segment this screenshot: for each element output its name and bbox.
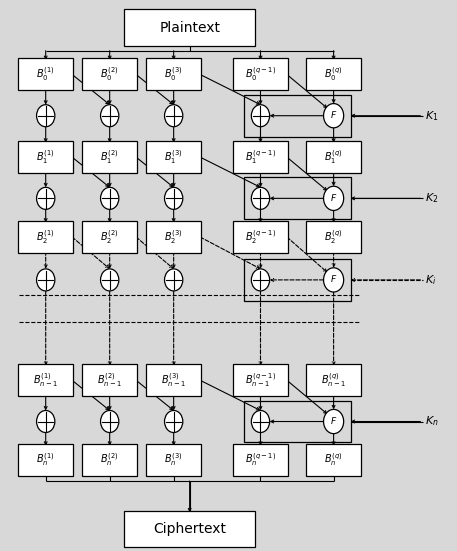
FancyBboxPatch shape — [233, 58, 288, 90]
FancyBboxPatch shape — [18, 221, 73, 253]
FancyBboxPatch shape — [82, 444, 137, 476]
Text: $B_2^{(2)}$: $B_2^{(2)}$ — [101, 228, 119, 246]
Circle shape — [324, 186, 344, 210]
Circle shape — [251, 269, 270, 291]
Circle shape — [251, 410, 270, 433]
Circle shape — [37, 410, 55, 433]
FancyBboxPatch shape — [146, 221, 201, 253]
Text: $B_{n-1}^{(q)}$: $B_{n-1}^{(q)}$ — [321, 371, 346, 389]
Text: F: F — [331, 417, 336, 426]
FancyBboxPatch shape — [146, 444, 201, 476]
FancyBboxPatch shape — [82, 141, 137, 173]
Text: $B_{n-1}^{(3)}$: $B_{n-1}^{(3)}$ — [161, 371, 186, 389]
Text: $B_1^{(q)}$: $B_1^{(q)}$ — [324, 148, 343, 166]
Text: $B_0^{(1)}$: $B_0^{(1)}$ — [37, 66, 55, 83]
Circle shape — [251, 105, 270, 127]
Text: $B_0^{(3)}$: $B_0^{(3)}$ — [165, 66, 183, 83]
Circle shape — [165, 187, 183, 209]
Text: $B_1^{(1)}$: $B_1^{(1)}$ — [37, 148, 55, 166]
Text: $B_{n-1}^{(q-1)}$: $B_{n-1}^{(q-1)}$ — [245, 371, 276, 389]
Circle shape — [37, 269, 55, 291]
Text: $B_n^{(1)}$: $B_n^{(1)}$ — [37, 452, 55, 468]
Text: $B_2^{(q-1)}$: $B_2^{(q-1)}$ — [245, 228, 276, 246]
Text: $B_1^{(2)}$: $B_1^{(2)}$ — [101, 148, 119, 166]
Text: $B_0^{(q-1)}$: $B_0^{(q-1)}$ — [245, 66, 276, 83]
FancyBboxPatch shape — [233, 141, 288, 173]
Text: $K_n$: $K_n$ — [425, 414, 439, 429]
Circle shape — [101, 187, 119, 209]
Circle shape — [165, 269, 183, 291]
Circle shape — [37, 187, 55, 209]
Bar — [244, 177, 351, 219]
FancyBboxPatch shape — [146, 364, 201, 396]
Text: $B_2^{(q)}$: $B_2^{(q)}$ — [324, 228, 343, 246]
Circle shape — [324, 409, 344, 434]
Text: $B_n^{(3)}$: $B_n^{(3)}$ — [165, 452, 183, 468]
Text: $B_0^{(2)}$: $B_0^{(2)}$ — [101, 66, 119, 83]
FancyBboxPatch shape — [82, 221, 137, 253]
FancyBboxPatch shape — [18, 444, 73, 476]
Text: $K_i$: $K_i$ — [425, 273, 436, 287]
Circle shape — [251, 187, 270, 209]
Circle shape — [101, 105, 119, 127]
Circle shape — [101, 269, 119, 291]
FancyBboxPatch shape — [124, 511, 255, 547]
Circle shape — [324, 104, 344, 128]
FancyBboxPatch shape — [233, 444, 288, 476]
Text: $B_{n-1}^{(2)}$: $B_{n-1}^{(2)}$ — [97, 371, 122, 389]
Text: $K_1$: $K_1$ — [425, 109, 439, 123]
Text: $B_1^{(q-1)}$: $B_1^{(q-1)}$ — [245, 148, 276, 166]
Text: $K_2$: $K_2$ — [425, 191, 438, 206]
FancyBboxPatch shape — [306, 141, 361, 173]
Text: F: F — [331, 276, 336, 284]
FancyBboxPatch shape — [306, 444, 361, 476]
FancyBboxPatch shape — [82, 364, 137, 396]
Text: F: F — [331, 194, 336, 203]
Text: $B_2^{(1)}$: $B_2^{(1)}$ — [37, 228, 55, 246]
Text: Plaintext: Plaintext — [159, 20, 220, 35]
FancyBboxPatch shape — [146, 58, 201, 90]
Text: Ciphertext: Ciphertext — [153, 522, 226, 536]
Text: $B_1^{(3)}$: $B_1^{(3)}$ — [165, 148, 183, 166]
Text: $B_n^{(2)}$: $B_n^{(2)}$ — [101, 452, 119, 468]
FancyBboxPatch shape — [18, 58, 73, 90]
Circle shape — [165, 410, 183, 433]
Circle shape — [165, 105, 183, 127]
Text: F: F — [331, 111, 336, 120]
Text: $B_n^{(q-1)}$: $B_n^{(q-1)}$ — [245, 452, 276, 468]
Circle shape — [101, 410, 119, 433]
Circle shape — [37, 105, 55, 127]
FancyBboxPatch shape — [124, 9, 255, 46]
Circle shape — [324, 268, 344, 292]
FancyBboxPatch shape — [233, 364, 288, 396]
Bar — [244, 401, 351, 442]
Text: $B_0^{(q)}$: $B_0^{(q)}$ — [324, 66, 343, 83]
FancyBboxPatch shape — [18, 364, 73, 396]
FancyBboxPatch shape — [306, 58, 361, 90]
Text: $B_n^{(q)}$: $B_n^{(q)}$ — [324, 452, 343, 468]
FancyBboxPatch shape — [146, 141, 201, 173]
FancyBboxPatch shape — [306, 364, 361, 396]
Bar — [244, 259, 351, 301]
FancyBboxPatch shape — [306, 221, 361, 253]
FancyBboxPatch shape — [82, 58, 137, 90]
Text: $B_{n-1}^{(1)}$: $B_{n-1}^{(1)}$ — [33, 371, 58, 389]
Bar — [244, 95, 351, 137]
FancyBboxPatch shape — [18, 141, 73, 173]
FancyBboxPatch shape — [233, 221, 288, 253]
Text: $B_2^{(3)}$: $B_2^{(3)}$ — [165, 228, 183, 246]
